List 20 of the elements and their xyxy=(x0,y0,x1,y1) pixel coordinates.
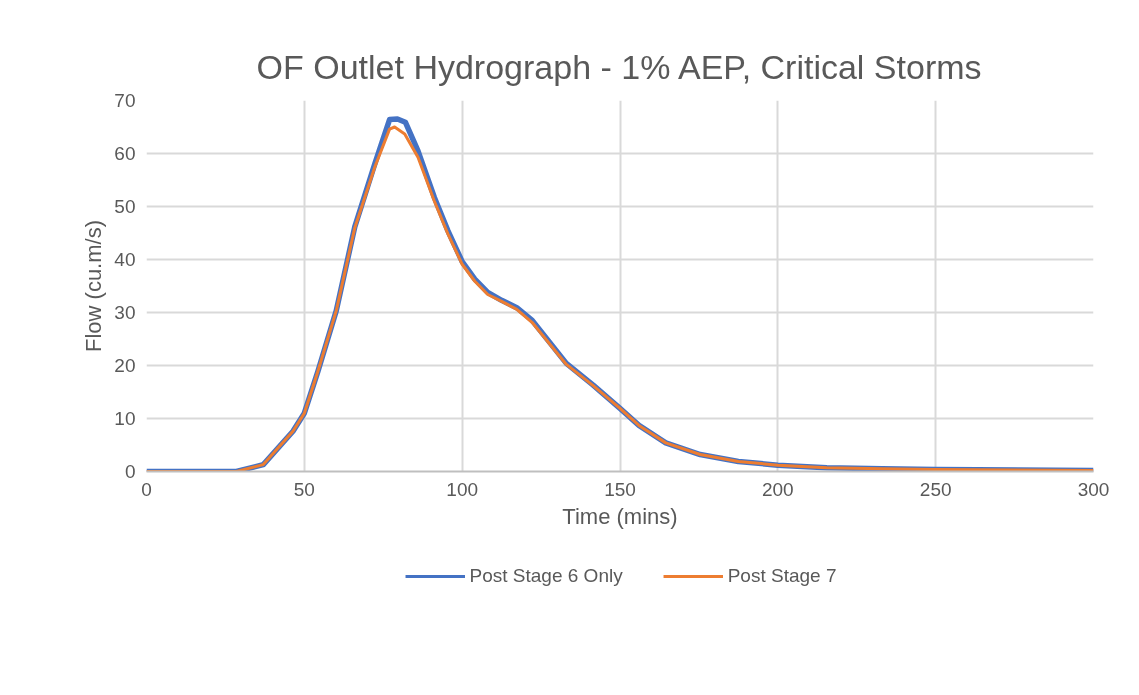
x-tick-label: 250 xyxy=(919,478,952,500)
x-tick-label: 0 xyxy=(141,478,152,500)
y-tick-label: 10 xyxy=(114,408,136,429)
x-tick-label: 50 xyxy=(293,478,315,500)
chart-title: OF Outlet Hydrograph - 1% AEP, Critical Storms xyxy=(256,47,982,86)
x-tick-label: 200 xyxy=(761,478,794,500)
y-tick-label: 50 xyxy=(114,196,136,217)
y-tick-label: 30 xyxy=(114,302,136,323)
y-tick-label: 70 xyxy=(114,90,136,111)
legend-label: Post Stage 7 xyxy=(727,565,837,587)
y-tick-label: 40 xyxy=(114,249,136,270)
y-tick-label: 0 xyxy=(124,461,136,482)
y-axis-title: Flow (cu.m/s) xyxy=(81,220,107,352)
y-tick-label: 60 xyxy=(114,143,136,164)
x-tick-label: 100 xyxy=(446,478,479,500)
legend-label: Post Stage 6 Only xyxy=(469,565,623,587)
x-tick-label: 300 xyxy=(1077,478,1110,500)
y-tick-label: 20 xyxy=(114,355,136,376)
x-tick-label: 150 xyxy=(604,478,636,500)
x-axis-title: Time (mins) xyxy=(562,503,678,529)
